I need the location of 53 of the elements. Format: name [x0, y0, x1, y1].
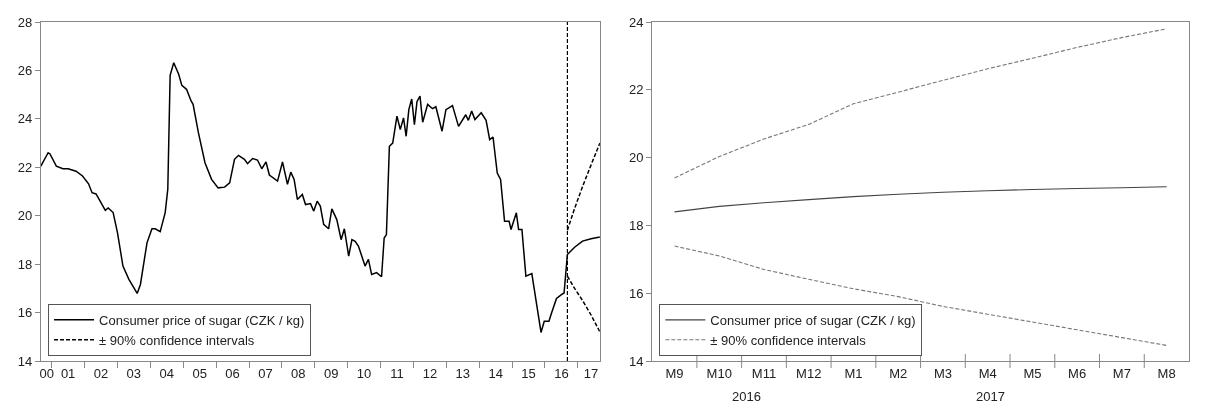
y-tick-label: 20 [17, 208, 33, 224]
y-tick-label: 14 [629, 353, 644, 369]
x-tick-label: M2 [889, 365, 908, 381]
x-tick-label: 03 [126, 365, 142, 381]
x-tick-label: 16 [554, 365, 569, 381]
y-tick-label: 22 [17, 159, 33, 175]
x-tick-label: 08 [291, 365, 306, 381]
x-tick-label: M8 [1157, 365, 1176, 381]
x-tick-label: M11 [751, 365, 777, 381]
x-tick-label: 00 [39, 365, 55, 381]
x-tick-label: M7 [1112, 365, 1131, 381]
line-series [673, 245, 1168, 346]
x-tick-label: 12 [422, 365, 438, 381]
x-tick-label: M12 [796, 365, 822, 381]
x-tick-label: 06 [225, 365, 240, 381]
x-tick-label: M5 [1023, 365, 1042, 381]
text: 2017 [976, 389, 1005, 404]
y-tick-label: 18 [629, 217, 644, 233]
x-tick-label: M10 [706, 365, 732, 381]
x-tick-label: 07 [258, 365, 273, 381]
x-tick-label: 14 [488, 365, 503, 381]
x-tick-label: M4 [978, 365, 997, 381]
x-tick-label: M9 [665, 365, 684, 381]
y-tick-label: 22 [629, 82, 644, 98]
line-series [673, 28, 1168, 179]
legend-label: ± 90% confidence intervals [99, 332, 255, 348]
x-tick-label: 15 [521, 365, 536, 381]
x-tick-label: M3 [933, 365, 952, 381]
x-tick-label: 13 [455, 365, 470, 381]
y-tick-label: 16 [17, 305, 33, 321]
x-tick-label: 11 [390, 365, 404, 381]
x-tick-label: M6 [1068, 365, 1087, 381]
x-tick-label: 17 [583, 365, 599, 381]
y-tick-label: 24 [17, 111, 33, 127]
y-tick-label: 26 [17, 62, 33, 78]
text: 2016 [732, 389, 761, 404]
y-tick-label: 18 [17, 256, 33, 272]
x-tick-label: M1 [844, 365, 863, 381]
x-tick-label: 04 [159, 365, 175, 381]
line-series [673, 186, 1168, 213]
legend-label: ± 90% confidence intervals [710, 332, 867, 348]
x-tick-label: 09 [323, 365, 339, 381]
y-tick-label: 28 [17, 14, 33, 30]
legend-label: Consumer price of sugar (CZK / kg) [710, 312, 916, 328]
y-tick-label: 24 [629, 14, 644, 30]
x-tick-label: 02 [93, 365, 109, 381]
y-tick-label: 16 [629, 285, 644, 301]
y-tick-label: 20 [629, 150, 644, 166]
legend-label: Consumer price of sugar (CZK / kg) [99, 312, 305, 328]
y-tick-label: 14 [17, 353, 33, 369]
x-tick-label: 10 [356, 365, 372, 381]
x-tick-label: 05 [192, 365, 207, 381]
x-tick-label: 01 [60, 365, 76, 381]
